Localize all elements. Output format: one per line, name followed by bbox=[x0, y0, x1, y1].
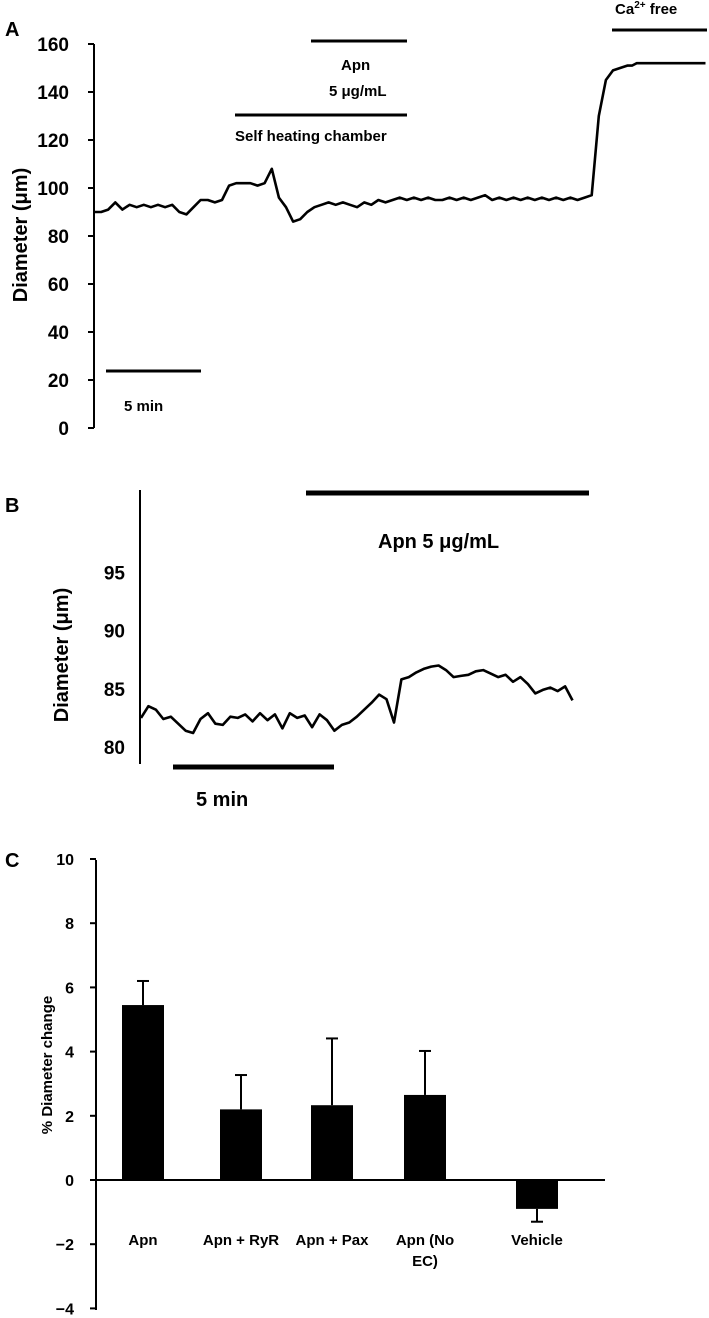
panel-a-y-tick-label: 120 bbox=[37, 131, 69, 152]
panel-c-category-line: Apn + RyR bbox=[203, 1232, 279, 1249]
panel-label-b: B bbox=[5, 495, 19, 517]
panel-c-y-axis-title: % Diameter change bbox=[39, 996, 56, 1134]
panel-a-y-axis-title: Diameter (μm) bbox=[10, 168, 32, 303]
panel-a-y-tick-label: 40 bbox=[48, 323, 69, 344]
ca-free-text: Ca bbox=[615, 1, 635, 18]
panel-b-y-tick-label: 90 bbox=[104, 622, 125, 643]
panel-c-bar bbox=[311, 1105, 353, 1180]
panel-b: Diameter (μm) 80 85 90 95 Apn 5 μg/mL 5 min bbox=[51, 490, 589, 811]
panel-c-category-label: Apn + RyR bbox=[203, 1232, 279, 1249]
panel-b-apn-label: Apn 5 μg/mL bbox=[378, 531, 499, 553]
panel-c-category-line: Apn (No bbox=[396, 1232, 454, 1249]
panel-a-y-tick-label: 160 bbox=[37, 35, 69, 56]
panel-label-a: A bbox=[5, 19, 19, 41]
panel-c-y-tick-label: 6 bbox=[65, 980, 74, 997]
panel-label-c: C bbox=[5, 850, 19, 872]
panel-c-y-tick-label: −2 bbox=[56, 1237, 74, 1254]
panel-c-category-line: EC) bbox=[412, 1253, 438, 1270]
panel-a-chamber-label: Self heating chamber bbox=[235, 128, 387, 145]
panel-c-category-label: Vehicle bbox=[511, 1232, 563, 1249]
ca-free-suffix: free bbox=[646, 1, 678, 18]
panel-c-category-label: Apn + Pax bbox=[296, 1232, 370, 1249]
panel-b-scale-label: 5 min bbox=[196, 789, 248, 811]
ca-free-superscript: 2+ bbox=[634, 0, 646, 11]
panel-b-y-tick-label: 80 bbox=[104, 738, 125, 759]
panel-c-y-tick-label: −4 bbox=[56, 1301, 74, 1318]
panel-b-y-tick-label: 85 bbox=[104, 680, 126, 701]
panel-a-apn-concentration: 5 μg/mL bbox=[329, 83, 387, 100]
panel-c: % Diameter change −4 −2 0 2 4 6 8 10 Apn Apn + R… bbox=[39, 852, 605, 1318]
panel-a-y-tick-label: 20 bbox=[48, 371, 69, 392]
panel-c-category-label: Apn (No EC) bbox=[396, 1232, 454, 1270]
panel-c-category-line: Vehicle bbox=[511, 1232, 563, 1249]
panel-a-apn-label: Apn bbox=[341, 57, 370, 74]
panel-c-bar bbox=[516, 1180, 558, 1209]
panel-c-y-tick-label: 0 bbox=[65, 1173, 74, 1190]
panel-b-y-tick-label: 95 bbox=[104, 563, 126, 584]
panel-a-scale-label: 5 min bbox=[124, 398, 163, 415]
panel-c-y-tick-label: 4 bbox=[65, 1045, 74, 1062]
panel-c-category-line: Apn + Pax bbox=[296, 1232, 370, 1249]
panel-a-y-tick-label: 0 bbox=[58, 419, 69, 440]
panel-c-y-tick-label: 10 bbox=[56, 852, 74, 869]
panel-b-y-axis-title: Diameter (μm) bbox=[51, 588, 73, 723]
panel-c-bar bbox=[122, 1005, 164, 1180]
panel-b-diameter-trace bbox=[139, 664, 574, 735]
panel-a-y-tick-label: 60 bbox=[48, 275, 69, 296]
panel-a-y-tick-label: 100 bbox=[37, 179, 69, 200]
panel-c-y-tick-label: 2 bbox=[65, 1109, 74, 1126]
panel-c-y-tick-label: 8 bbox=[65, 916, 74, 933]
panel-c-category-label: Apn bbox=[128, 1232, 157, 1249]
panel-c-bar bbox=[220, 1109, 262, 1180]
panel-a-y-tick-label: 140 bbox=[37, 83, 69, 104]
panel-a-ca-free-label: Ca2+ free bbox=[615, 0, 677, 18]
panel-c-category-line: Apn bbox=[128, 1232, 157, 1249]
panel-a-y-tick-label: 80 bbox=[48, 227, 69, 248]
panel-c-bar bbox=[404, 1094, 446, 1180]
panel-a-diameter-trace bbox=[94, 61, 706, 223]
